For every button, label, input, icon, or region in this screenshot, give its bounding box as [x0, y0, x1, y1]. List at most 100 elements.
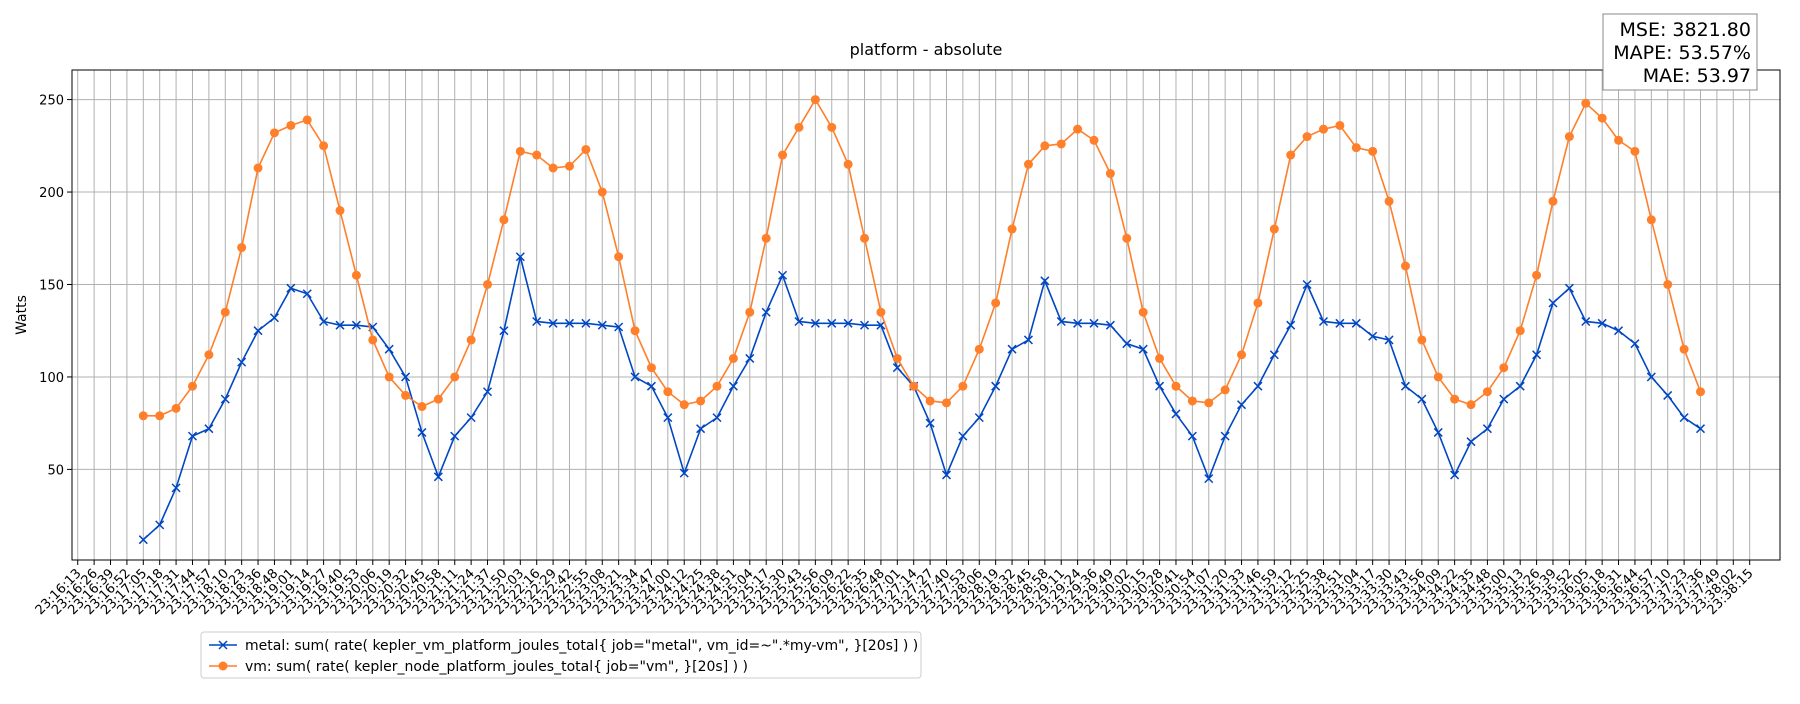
data-point [728, 381, 738, 391]
data-point [1564, 283, 1574, 293]
data-point [1007, 224, 1017, 234]
data-point [712, 381, 722, 391]
data-point [384, 372, 394, 382]
data-point [269, 128, 279, 138]
data-point [1450, 394, 1460, 404]
data-point [1220, 431, 1230, 441]
data-point [1089, 135, 1099, 145]
data-point [450, 431, 460, 441]
data-point [876, 320, 886, 330]
data-point [712, 413, 722, 423]
data-point [1646, 215, 1656, 225]
data-point [1007, 344, 1017, 354]
data-point [1614, 135, 1624, 145]
data-point [237, 357, 247, 367]
data-point [1204, 398, 1214, 408]
data-point [187, 381, 197, 391]
data-point [761, 233, 771, 243]
data-point [1548, 196, 1558, 206]
data-point [1351, 318, 1361, 328]
data-point [433, 472, 443, 482]
data-point [1187, 431, 1197, 441]
legend-label: metal: sum( rate( kepler_vm_platform_jou… [245, 638, 918, 654]
data-point [679, 400, 689, 410]
data-point [466, 335, 476, 345]
data-point [630, 326, 640, 336]
data-point [1695, 424, 1706, 434]
data-point [417, 427, 427, 437]
data-point [138, 535, 148, 545]
data-point [679, 468, 689, 478]
data-point [1548, 298, 1558, 308]
data-point [958, 381, 968, 391]
data-point [1318, 124, 1328, 134]
data-point [696, 424, 706, 434]
data-point [925, 396, 935, 406]
data-point [204, 350, 214, 360]
data-point [286, 283, 296, 293]
data-point [1040, 276, 1050, 286]
data-point [1073, 318, 1083, 328]
data-point [1056, 316, 1066, 327]
data-point [1433, 372, 1443, 382]
data-point [892, 353, 902, 363]
data-point [1302, 132, 1312, 142]
data-point [1335, 318, 1345, 328]
data-point [597, 187, 607, 197]
data-point [663, 387, 673, 397]
data-point [237, 243, 247, 253]
data-point [991, 298, 1001, 308]
data-point [1417, 335, 1427, 345]
data-point [1073, 124, 1083, 134]
data-point [1384, 335, 1394, 345]
data-point [1499, 363, 1509, 373]
data-point [1532, 270, 1542, 280]
data-point [417, 402, 427, 412]
data-point [1269, 350, 1279, 360]
data-point [548, 318, 558, 328]
data-point [269, 313, 279, 323]
data-point [958, 431, 968, 441]
data-point [778, 270, 788, 280]
data-point [351, 320, 361, 330]
data-point [532, 316, 542, 327]
data-point [1597, 318, 1607, 328]
data-point [1318, 316, 1329, 327]
data-point [1171, 381, 1181, 391]
data-point [1220, 385, 1230, 395]
data-point [794, 122, 804, 132]
data-point [827, 122, 837, 132]
data-point [1040, 141, 1050, 151]
data-point [1614, 326, 1624, 336]
y-tick-label: 100 [39, 371, 64, 386]
data-point [941, 398, 951, 408]
data-point [253, 163, 263, 173]
data-point [155, 411, 165, 421]
data-point [368, 335, 378, 345]
data-point [515, 252, 525, 262]
data-point [1269, 224, 1279, 234]
data-point [1532, 350, 1542, 360]
data-point [564, 318, 575, 328]
data-point [548, 163, 558, 173]
data-point [482, 387, 493, 397]
data-point [433, 394, 443, 404]
y-tick-label: 150 [39, 278, 64, 293]
data-point [630, 372, 640, 382]
y-tick-label: 50 [47, 463, 64, 478]
data-point [827, 318, 837, 328]
data-point [1597, 113, 1607, 123]
data-point [696, 396, 706, 406]
data-point [1663, 279, 1673, 289]
data-point [1400, 261, 1410, 271]
data-point [138, 411, 148, 421]
data-point [1171, 409, 1181, 419]
data-point [335, 206, 345, 216]
data-point [155, 520, 165, 530]
plot-frame [71, 69, 1781, 561]
data-point [794, 316, 804, 327]
data-point [1400, 381, 1410, 391]
data-point [1630, 146, 1640, 156]
